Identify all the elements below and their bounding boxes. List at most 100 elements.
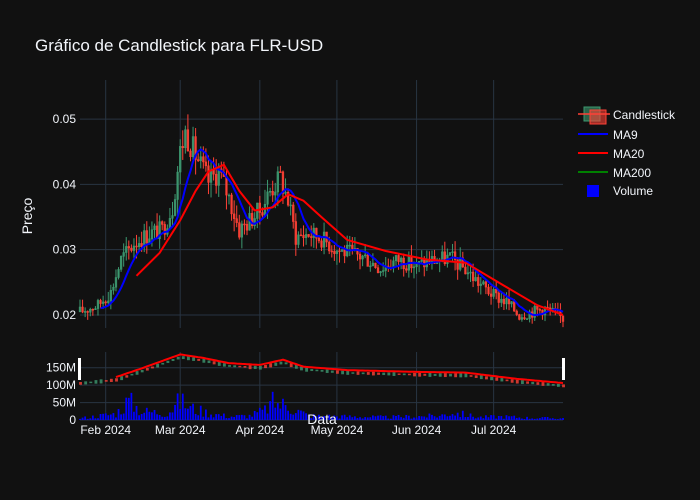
range-slider-handles[interactable]	[78, 358, 565, 380]
volume-bar	[238, 415, 241, 420]
volume-overlay-candle	[397, 373, 401, 375]
candle-body	[417, 261, 421, 263]
candle-body	[456, 259, 459, 270]
volume-bar	[307, 415, 310, 420]
volume-bar	[97, 418, 99, 420]
volume-bar	[153, 409, 156, 420]
volume-overlay-candle	[156, 363, 160, 368]
volume-overlay-candle	[79, 382, 82, 385]
volume-overlay-candle	[212, 361, 216, 365]
volume-bar	[518, 417, 521, 420]
volume-y-ticks: 0 50M 100M 150M	[46, 361, 76, 427]
volume-overlay-candle	[115, 378, 118, 382]
candle-body	[140, 243, 143, 248]
volume-bar	[284, 405, 287, 420]
x-tick-label: Jun 2024	[392, 423, 442, 437]
volume-bar	[276, 403, 279, 420]
volume-bar	[318, 414, 320, 420]
candle-body	[243, 223, 246, 226]
volume-overlay-candle	[145, 368, 149, 371]
candle-body	[369, 265, 372, 268]
candle-body	[533, 305, 536, 318]
volume-overlay-candle	[171, 359, 175, 362]
range-handle-right[interactable]	[562, 358, 565, 380]
candle-body	[104, 301, 107, 304]
legend-item-ma20[interactable]: MA20	[578, 147, 645, 161]
x-tick-label: Mar 2024	[155, 423, 206, 437]
candle-body	[310, 236, 313, 238]
volume-overlay-candle	[89, 381, 93, 384]
volume-bar	[300, 410, 302, 420]
volume-bar	[120, 414, 123, 420]
candle-body	[191, 136, 195, 157]
volume-bar	[145, 407, 148, 420]
volume-bar	[520, 418, 523, 420]
range-handle-left[interactable]	[78, 358, 81, 380]
candle-body	[163, 224, 166, 235]
ma9-line	[100, 148, 564, 317]
volume-overlay-candle	[510, 379, 514, 383]
volume-bar	[330, 417, 333, 420]
volume-overlay-candle	[387, 372, 391, 376]
volume-y-tick-label: 100M	[46, 378, 76, 392]
volume-bar	[312, 414, 315, 420]
volume-bar	[176, 393, 179, 420]
volume-bar	[181, 393, 184, 420]
volume-overlay-candle	[433, 373, 437, 376]
volume-bar	[438, 415, 441, 420]
volume-bar	[264, 405, 266, 420]
legend-item-volume[interactable]: Volume	[587, 184, 653, 198]
volume-bar	[212, 417, 215, 420]
volume-bar	[89, 418, 92, 420]
candle-body	[81, 306, 84, 313]
volume-overlay-candle	[176, 356, 180, 360]
volume-bar	[487, 417, 490, 420]
candle-body	[125, 246, 128, 253]
candle-body	[186, 129, 190, 152]
candle-body	[127, 246, 130, 249]
volume-bar	[207, 417, 210, 420]
legend-label-ma200: MA200	[613, 166, 651, 180]
volume-bar	[166, 416, 169, 420]
volume-bar	[79, 418, 81, 420]
volume-bar	[361, 418, 364, 420]
candle-body	[505, 297, 508, 305]
volume-overlay-candle	[413, 372, 416, 377]
candle-body	[227, 194, 231, 197]
volume-bar	[479, 416, 482, 420]
volume-bar	[492, 415, 495, 420]
volume-bar	[392, 415, 395, 420]
volume-bar	[243, 415, 246, 420]
volume-overlay-candle	[269, 363, 273, 368]
candle-body	[274, 191, 277, 196]
candle-body	[477, 277, 480, 286]
x-tick-label: May 2024	[311, 423, 364, 437]
volume-overlay-candle	[325, 369, 329, 373]
volume-bar	[204, 409, 207, 420]
volume-overlay-candle	[120, 376, 124, 381]
volume-overlay-candle	[109, 378, 113, 382]
candle-body	[335, 250, 339, 254]
legend-item-ma9[interactable]: MA9	[578, 128, 638, 142]
volume-bar	[508, 416, 510, 420]
volume-bar	[377, 415, 379, 420]
volume-bar	[395, 415, 397, 420]
legend-item-candlestick[interactable]: Candlestick	[578, 106, 676, 125]
volume-bar	[505, 415, 508, 420]
volume-bar	[341, 415, 343, 420]
volume-bar	[415, 417, 418, 420]
legend-item-ma200[interactable]: MA200	[578, 166, 651, 180]
candle-body	[96, 300, 100, 309]
volume-bar	[485, 415, 487, 420]
candle-body	[184, 129, 187, 149]
volume-overlay-candle	[305, 367, 309, 372]
volume-overlay-candle	[320, 370, 324, 372]
volume-overlay-candle	[541, 382, 545, 386]
price-y-tick-label: 0.03	[53, 243, 77, 257]
candle-body	[161, 221, 164, 225]
volume-bar	[194, 413, 197, 420]
volume-overlay-candle	[336, 370, 339, 374]
candle-body	[99, 300, 102, 304]
volume-bar	[174, 404, 176, 420]
candle-body	[233, 213, 236, 219]
